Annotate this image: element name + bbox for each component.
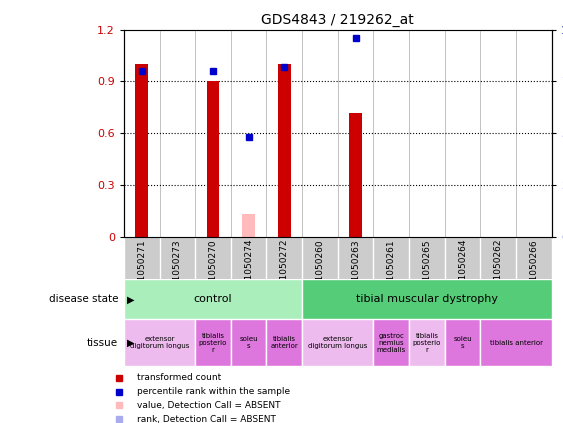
Text: GSM1050261: GSM1050261 bbox=[387, 239, 396, 299]
Text: tibialis
posterio
r: tibialis posterio r bbox=[199, 332, 227, 353]
Text: percentile rank within the sample: percentile rank within the sample bbox=[137, 387, 290, 396]
Bar bbox=[350, 113, 362, 237]
Text: disease state: disease state bbox=[49, 294, 118, 304]
Text: GSM1050262: GSM1050262 bbox=[494, 239, 503, 299]
Text: value, Detection Call = ABSENT: value, Detection Call = ABSENT bbox=[137, 401, 280, 410]
Text: GSM1050266: GSM1050266 bbox=[529, 239, 538, 299]
Text: control: control bbox=[194, 294, 233, 304]
Bar bbox=[302, 279, 552, 319]
Text: GSM1050265: GSM1050265 bbox=[422, 239, 431, 299]
Text: tissue: tissue bbox=[87, 338, 118, 348]
Text: extensor
digitorum longus: extensor digitorum longus bbox=[308, 336, 368, 349]
Bar bbox=[409, 319, 445, 366]
Bar bbox=[243, 214, 255, 237]
Bar bbox=[278, 64, 291, 237]
Bar bbox=[136, 64, 148, 237]
Bar bbox=[302, 319, 373, 366]
Text: gastroc
nemius
medialis: gastroc nemius medialis bbox=[377, 332, 406, 353]
Text: rank, Detection Call = ABSENT: rank, Detection Call = ABSENT bbox=[137, 415, 276, 423]
Title: GDS4843 / 219262_at: GDS4843 / 219262_at bbox=[261, 13, 414, 27]
Text: tibial muscular dystrophy: tibial muscular dystrophy bbox=[356, 294, 498, 304]
Text: GSM1050271: GSM1050271 bbox=[137, 239, 146, 299]
Bar bbox=[231, 319, 266, 366]
Bar bbox=[266, 319, 302, 366]
Text: GSM1050263: GSM1050263 bbox=[351, 239, 360, 299]
Text: ▶: ▶ bbox=[127, 294, 134, 304]
Text: ▶: ▶ bbox=[127, 338, 134, 348]
Text: tibialis anterior: tibialis anterior bbox=[490, 340, 543, 346]
Text: extensor
digitorum longus: extensor digitorum longus bbox=[130, 336, 189, 349]
Text: GSM1050270: GSM1050270 bbox=[208, 239, 217, 299]
Text: GSM1050272: GSM1050272 bbox=[280, 239, 289, 299]
Text: soleu
s: soleu s bbox=[239, 336, 258, 349]
Text: GSM1050273: GSM1050273 bbox=[173, 239, 182, 299]
Text: soleu
s: soleu s bbox=[453, 336, 472, 349]
Bar bbox=[373, 319, 409, 366]
Bar bbox=[480, 319, 552, 366]
Text: GSM1050260: GSM1050260 bbox=[315, 239, 324, 299]
Text: tibialis
posterio
r: tibialis posterio r bbox=[413, 332, 441, 353]
Bar bbox=[195, 319, 231, 366]
Text: tibialis
anterior: tibialis anterior bbox=[270, 336, 298, 349]
Bar bbox=[124, 319, 195, 366]
Bar bbox=[207, 81, 219, 237]
Bar bbox=[445, 319, 480, 366]
Bar bbox=[124, 279, 302, 319]
Text: GSM1050264: GSM1050264 bbox=[458, 239, 467, 299]
Text: transformed count: transformed count bbox=[137, 374, 221, 382]
Text: GSM1050274: GSM1050274 bbox=[244, 239, 253, 299]
